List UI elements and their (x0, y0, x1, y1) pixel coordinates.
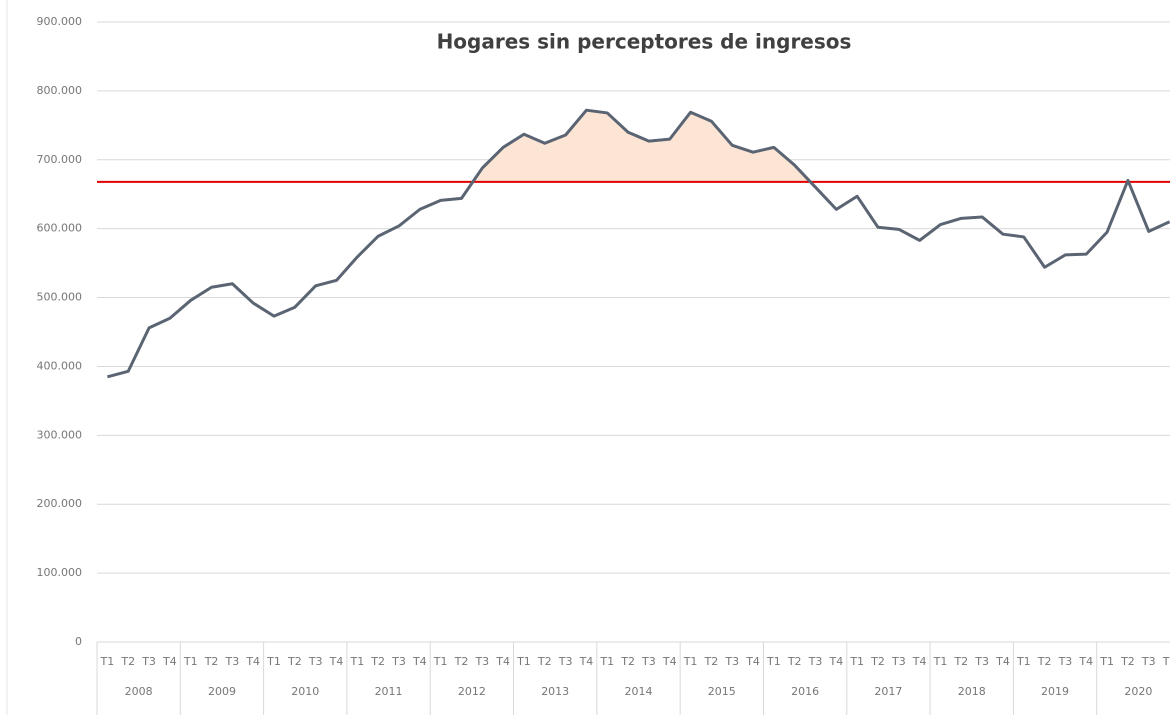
year-label: 2020 (1124, 685, 1152, 698)
x-tick-label: T1 (183, 655, 198, 668)
x-tick-label: T1 (100, 655, 115, 668)
x-tick-label: T4 (828, 655, 843, 668)
x-tick-label: T4 (662, 655, 677, 668)
x-tick-label: T4 (1078, 655, 1093, 668)
x-tick-label: T1 (1016, 655, 1031, 668)
year-label: 2009 (208, 685, 236, 698)
y-tick-label: 400.000 (37, 359, 83, 372)
x-tick-label: T4 (1162, 655, 1170, 668)
year-label: 2011 (375, 685, 403, 698)
y-tick-label: 900.000 (37, 15, 83, 28)
x-tick-label: T4 (912, 655, 927, 668)
x-tick-label: T3 (974, 655, 989, 668)
x-tick-label: T2 (454, 655, 469, 668)
year-label: 2015 (708, 685, 736, 698)
x-tick-label: T1 (849, 655, 864, 668)
year-label: 2013 (541, 685, 569, 698)
x-tick-label: T3 (225, 655, 240, 668)
year-label: 2014 (625, 685, 653, 698)
x-tick-label: T3 (474, 655, 489, 668)
x-tick-label: T1 (683, 655, 698, 668)
x-tick-label: T2 (787, 655, 802, 668)
x-tick-label: T3 (391, 655, 406, 668)
x-tick-label: T4 (329, 655, 344, 668)
year-label: 2010 (291, 685, 319, 698)
x-tick-label: T2 (704, 655, 719, 668)
year-label: 2008 (125, 685, 153, 698)
highlight-area (107, 110, 1170, 182)
x-tick-label: T3 (308, 655, 323, 668)
y-tick-label: 0 (75, 635, 82, 648)
x-tick-label: T4 (745, 655, 760, 668)
x-tick-label: T1 (766, 655, 781, 668)
y-tick-label: 200.000 (37, 497, 83, 510)
x-tick-label: T3 (808, 655, 823, 668)
x-tick-label: T4 (412, 655, 427, 668)
x-tick-label: T2 (120, 655, 135, 668)
y-tick-label: 800.000 (37, 84, 83, 97)
x-tick-label: T3 (891, 655, 906, 668)
x-tick-label: T2 (370, 655, 385, 668)
y-tick-label: 300.000 (37, 428, 83, 441)
x-tick-label: T1 (599, 655, 614, 668)
x-tick-label: T4 (245, 655, 260, 668)
y-tick-label: 100.000 (37, 566, 83, 579)
year-label: 2018 (958, 685, 986, 698)
x-tick-label: T2 (287, 655, 302, 668)
x-tick-label: T2 (620, 655, 635, 668)
x-tick-label: T3 (724, 655, 739, 668)
x-tick-label: T2 (1120, 655, 1135, 668)
series-line (107, 108, 1170, 379)
x-tick-label: T2 (204, 655, 219, 668)
x-tick-label: T1 (1099, 655, 1114, 668)
y-tick-label: 500.000 (37, 291, 83, 304)
x-tick-label: T4 (162, 655, 177, 668)
x-tick-label: T2 (870, 655, 885, 668)
x-tick-label: T2 (537, 655, 552, 668)
x-tick-label: T2 (953, 655, 968, 668)
y-tick-label: 600.000 (37, 222, 83, 235)
x-tick-label: T3 (1141, 655, 1156, 668)
x-tick-label: T1 (349, 655, 364, 668)
x-tick-label: T1 (433, 655, 448, 668)
x-tick-label: T4 (579, 655, 594, 668)
x-tick-label: T1 (516, 655, 531, 668)
x-tick-label: T3 (1058, 655, 1073, 668)
x-tick-label: T4 (495, 655, 510, 668)
year-label: 2017 (874, 685, 902, 698)
year-label: 2019 (1041, 685, 1069, 698)
x-tick-label: T1 (933, 655, 948, 668)
x-tick-label: T3 (558, 655, 573, 668)
x-tick-label: T3 (641, 655, 656, 668)
year-label: 2012 (458, 685, 486, 698)
y-tick-label: 700.000 (37, 153, 83, 166)
x-tick-label: T2 (1037, 655, 1052, 668)
chart-title: Hogares sin perceptores de ingresos (437, 30, 852, 54)
year-label: 2016 (791, 685, 819, 698)
x-tick-label: T1 (266, 655, 281, 668)
x-tick-label: T3 (141, 655, 156, 668)
x-tick-label: T4 (995, 655, 1010, 668)
